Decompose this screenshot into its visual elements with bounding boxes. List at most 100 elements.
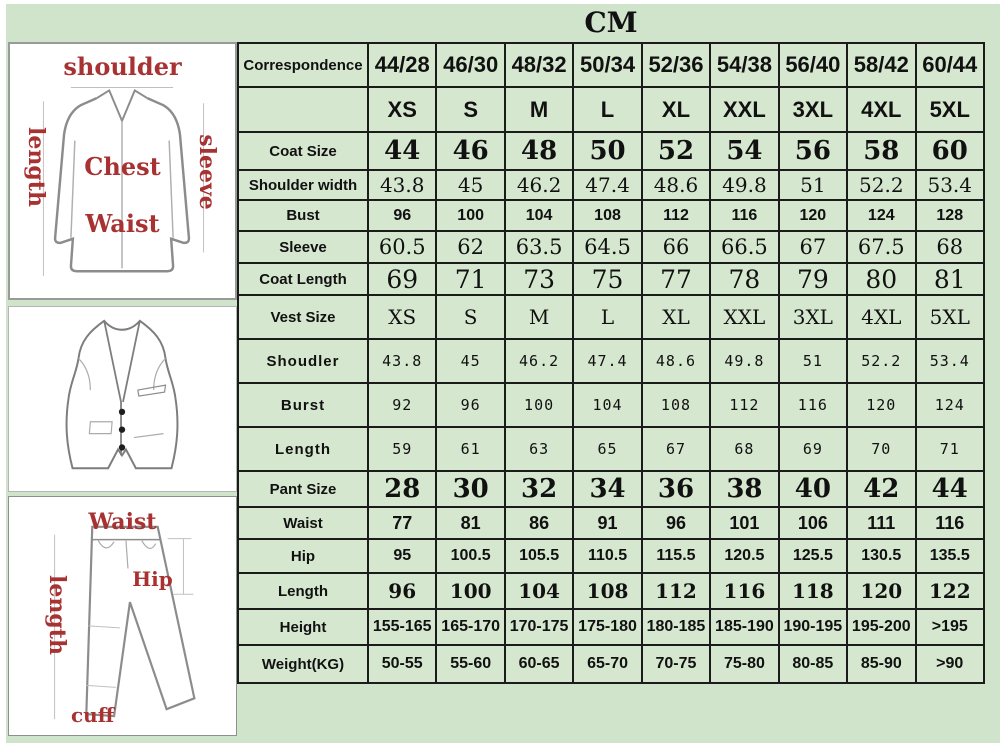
cell-vest-length-8: 71 (914, 426, 985, 472)
cell-hip-0: 95 (366, 538, 438, 574)
table-row-shoulder-width: Shoulder width 43.8 45 46.2 47.4 48.6 49.8 51 52… (237, 169, 985, 201)
cell-waist-0: 77 (366, 506, 438, 540)
cell-hip-3: 110.5 (572, 538, 643, 574)
cell-bust-0: 96 (366, 199, 438, 232)
cell-bust-2: 104 (503, 199, 575, 232)
cell-vest-burst-2: 100 (503, 382, 575, 428)
cell-coat-size-3: 50 (572, 131, 643, 171)
jacket-waist-label: Waist (85, 209, 160, 238)
cell-vest-length-1: 61 (435, 426, 506, 472)
cell-sleeve-5: 66.5 (709, 230, 780, 264)
cell-shoulder-width-6: 51 (777, 169, 849, 201)
cell-vest-shoudler-2: 46.2 (503, 338, 575, 384)
cell-pant-length-1: 100 (435, 572, 506, 610)
table-row-vest-length: Length 59 61 63 65 67 68 69 70 71 (237, 426, 985, 472)
cell-coat-size-8: 60 (914, 131, 985, 171)
cell-vest-size-8: 5XL (914, 294, 985, 340)
cell-pant-size-0: 28 (366, 470, 438, 508)
cell-vest-length-7: 70 (846, 426, 917, 472)
cell-sleeve-7: 67.5 (846, 230, 917, 264)
cell-correspondence-4: 52/36 (640, 42, 712, 88)
pants-length-label: length (43, 575, 70, 655)
cell-pant-size-1: 30 (435, 470, 506, 508)
cell-correspondence-0: 44/28 (366, 42, 438, 88)
cell-sizes-3: L (572, 86, 643, 133)
cell-vest-burst-5: 112 (709, 382, 780, 428)
cell-vest-burst-4: 108 (640, 382, 712, 428)
cell-pant-length-8: 122 (914, 572, 985, 610)
cell-pant-size-5: 38 (709, 470, 780, 508)
cell-shoulder-width-5: 49.8 (709, 169, 780, 201)
cell-coat-length-6: 79 (777, 262, 849, 296)
cell-pant-length-6: 118 (777, 572, 849, 610)
table-row-height: Height 155-165 165-170 170-175 175-180 180-18… (237, 608, 985, 646)
row-label-height: Height (237, 608, 369, 646)
cell-sleeve-6: 67 (777, 230, 849, 264)
row-label-pant-size: Pant Size (237, 470, 369, 508)
cell-pant-size-7: 42 (846, 470, 917, 508)
cell-vest-shoudler-6: 51 (777, 338, 849, 384)
cell-vest-length-2: 63 (503, 426, 575, 472)
cell-vest-size-7: 4XL (846, 294, 917, 340)
cell-vest-size-3: L (572, 294, 643, 340)
cell-waist-3: 91 (572, 506, 643, 540)
cell-vest-shoudler-3: 47.4 (572, 338, 643, 384)
vest-drawing (65, 319, 179, 470)
cell-correspondence-1: 46/30 (435, 42, 506, 88)
cell-vest-burst-1: 96 (435, 382, 506, 428)
cell-pant-length-7: 120 (846, 572, 917, 610)
table-row-coat-size: Coat Size 44 46 48 50 52 54 56 58 60 (237, 131, 985, 171)
cell-sleeve-2: 63.5 (503, 230, 575, 264)
cell-pant-length-4: 112 (640, 572, 712, 610)
cell-weight-3: 65-70 (572, 644, 643, 684)
row-label-coat-size: Coat Size (237, 131, 369, 171)
cell-bust-8: 128 (914, 199, 985, 232)
cell-shoulder-width-4: 48.6 (640, 169, 712, 201)
cell-hip-2: 105.5 (503, 538, 575, 574)
table-row-correspondence: Correspondence 44/28 46/30 48/32 50/34 52/36 5… (237, 42, 985, 88)
table-row-coat-length: Coat Length 69 71 73 75 77 78 79 80 81 (237, 262, 985, 296)
cell-hip-6: 125.5 (777, 538, 849, 574)
cell-sizes-6: 3XL (777, 86, 849, 133)
cell-shoulder-width-7: 52.2 (846, 169, 917, 201)
cell-coat-size-2: 48 (503, 131, 575, 171)
cell-vest-size-4: XL (640, 294, 712, 340)
cell-coat-length-8: 81 (914, 262, 985, 296)
row-label-sleeve: Sleeve (237, 230, 369, 264)
cell-weight-6: 80-85 (777, 644, 849, 684)
row-label-vest-size: Vest Size (237, 294, 369, 340)
cell-correspondence-8: 60/44 (914, 42, 985, 88)
cell-correspondence-3: 50/34 (572, 42, 643, 88)
cell-bust-6: 120 (777, 199, 849, 232)
cell-vest-shoudler-1: 45 (435, 338, 506, 384)
cell-vest-size-5: XXL (709, 294, 780, 340)
cell-height-1: 165-170 (435, 608, 506, 646)
cell-sizes-7: 4XL (846, 86, 917, 133)
jacket-diagram: shoulder length sleeve Chest Waist (8, 42, 237, 300)
row-label-weight: Weight(KG) (237, 644, 369, 684)
cell-bust-3: 108 (572, 199, 643, 232)
cell-bust-7: 124 (846, 199, 917, 232)
cell-pant-length-3: 108 (572, 572, 643, 610)
cell-hip-7: 130.5 (846, 538, 917, 574)
jacket-drawing (42, 86, 205, 277)
size-chart-table: Correspondence 44/28 46/30 48/32 50/34 52/36 5… (237, 42, 985, 684)
cell-sleeve-8: 68 (914, 230, 985, 264)
cell-shoulder-width-2: 46.2 (503, 169, 575, 201)
pants-waist-label: Waist (88, 509, 157, 535)
cell-vest-size-0: XS (366, 294, 438, 340)
cell-bust-5: 116 (709, 199, 780, 232)
size-chart-rows: Correspondence 44/28 46/30 48/32 50/34 52/36 5… (237, 42, 985, 684)
cell-coat-size-1: 46 (435, 131, 506, 171)
pants-cuff-label: cuff (71, 703, 115, 727)
table-row-vest-size: Vest Size XS S M L XL XXL 3XL 4XL 5XL (237, 294, 985, 340)
cell-pant-size-2: 32 (503, 470, 575, 508)
cell-sizes-8: 5XL (914, 86, 985, 133)
cell-sleeve-4: 66 (640, 230, 712, 264)
cell-sleeve-0: 60.5 (366, 230, 438, 264)
cell-vest-burst-3: 104 (572, 382, 643, 428)
table-row-waist: Waist 77 81 86 91 96 101 106 111 116 (237, 506, 985, 540)
cell-vest-length-4: 67 (640, 426, 712, 472)
cell-height-0: 155-165 (366, 608, 438, 646)
row-label-correspondence: Correspondence (237, 42, 369, 88)
